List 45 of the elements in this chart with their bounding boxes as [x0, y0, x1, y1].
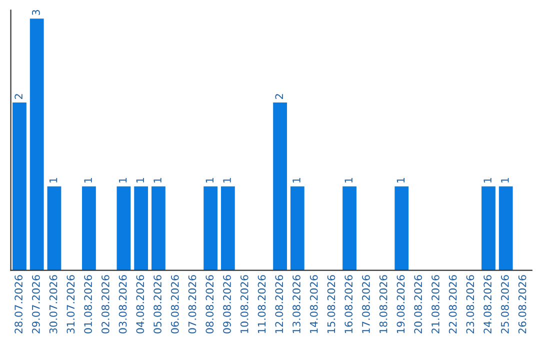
- x-tick-label: 06.08.2026: [170, 275, 179, 334]
- data-label: 1: [206, 178, 214, 182]
- x-tick-label: 13.08.2026: [292, 275, 300, 333]
- x-tick-label: 28.07.2026: [14, 275, 23, 334]
- x-tick-label: 25.08.2026: [500, 275, 509, 334]
- x-tick-label: 15.08.2026: [327, 275, 336, 333]
- data-label: 1: [501, 178, 509, 182]
- x-tick-label: 20.08.2026: [414, 275, 422, 334]
- x-tick-label: 17.08.2026: [362, 275, 370, 333]
- x-tick-label: 03.08.2026: [118, 275, 127, 334]
- x-tick-label: 11.08.2026: [258, 275, 266, 333]
- x-tick-label: 12.08.2026: [275, 275, 284, 333]
- x-tick-label: 30.07.2026: [49, 275, 58, 334]
- x-tick-label: 26.08.2026: [518, 275, 526, 334]
- x-tick-label: 10.08.2026: [240, 275, 248, 333]
- data-label: 1: [344, 178, 352, 182]
- data-label: 1: [84, 178, 92, 182]
- x-tick-label: 21.08.2026: [432, 275, 440, 334]
- data-label: 1: [154, 178, 162, 182]
- x-tick-label: 22.08.2026: [448, 275, 457, 334]
- x-tick-label: 18.08.2026: [379, 275, 388, 333]
- data-label: 1: [484, 178, 492, 182]
- x-tick-label: 31.07.2026: [66, 275, 75, 334]
- x-tick-label: 09.08.2026: [223, 275, 231, 334]
- data-label: 1: [396, 178, 404, 182]
- x-tick-label: 07.08.2026: [188, 275, 196, 334]
- data-label: 2: [275, 94, 283, 99]
- x-tick-label: 29.07.2026: [32, 275, 40, 334]
- x-tick-label: 08.08.2026: [206, 275, 214, 334]
- data-label: 1: [50, 178, 58, 182]
- x-tick-label: 05.08.2026: [154, 275, 162, 334]
- data-label: 1: [136, 178, 144, 182]
- x-tick-label: 02.08.2026: [101, 275, 110, 334]
- data-label: 1: [223, 178, 231, 182]
- data-label: 2: [14, 94, 22, 99]
- x-tick-label: 04.08.2026: [136, 275, 144, 334]
- data-label: 1: [118, 178, 127, 182]
- x-tick-label: 16.08.2026: [344, 275, 353, 333]
- data-label: 3: [32, 10, 40, 16]
- x-tick-label: 01.08.2026: [84, 275, 92, 334]
- x-tick-label: 23.08.2026: [466, 275, 474, 334]
- x-tick-label: 14.08.2026: [310, 275, 318, 333]
- data-label: 1: [292, 178, 300, 182]
- x-tick-label: 24.08.2026: [484, 275, 492, 334]
- x-tick-label: 19.08.2026: [396, 275, 405, 333]
